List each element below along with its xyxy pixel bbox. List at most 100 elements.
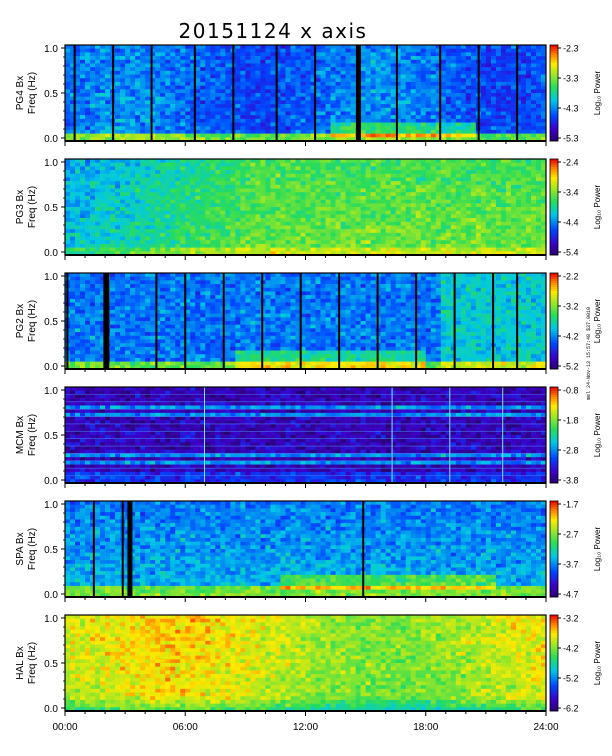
spectrogram-cell	[285, 93, 291, 97]
spectrogram-cell	[200, 107, 206, 112]
spectrogram-cell	[220, 81, 226, 86]
spectrogram-cell	[440, 48, 447, 53]
spectrogram-cell	[420, 129, 427, 134]
spectrogram-cell	[275, 159, 281, 163]
spectrogram-cell	[260, 74, 266, 79]
spectrogram-cell	[290, 192, 296, 197]
spectrogram-cell	[335, 159, 341, 163]
spectrogram-cell	[105, 96, 111, 101]
spectrogram-cell	[520, 52, 527, 57]
spectrogram-cell	[65, 100, 71, 105]
spectrogram-cell	[145, 104, 151, 109]
spectrogram-cell	[210, 177, 216, 182]
spectrogram-cell	[190, 240, 196, 245]
spectrogram-cell	[165, 159, 171, 163]
spectrogram-cell	[505, 115, 512, 120]
spectrogram-cell	[260, 118, 266, 123]
spectrogram-cell	[250, 59, 256, 64]
spectrogram-cell	[160, 170, 166, 175]
spectrogram-cell	[425, 225, 432, 230]
spectrogram-cell	[270, 74, 276, 79]
spectrogram-cell	[525, 100, 532, 105]
spectrogram-cell	[195, 126, 201, 131]
spectrogram-cell	[90, 85, 96, 90]
spectrogram-cell	[75, 81, 81, 86]
spectrogram-cell	[320, 56, 326, 61]
spectrogram-cell	[195, 188, 201, 193]
spectrogram-cell	[415, 48, 422, 53]
spectrogram-cell	[305, 221, 311, 226]
spectrogram-cell	[195, 129, 201, 134]
spectrogram-cell	[390, 111, 396, 116]
spectrogram-cell	[430, 122, 437, 127]
spectrogram-cell	[480, 207, 487, 211]
spectrogram-cell	[300, 243, 306, 248]
spectrogram-cell	[315, 93, 321, 97]
spectrogram-cell	[140, 85, 146, 90]
spectrogram-cell	[220, 195, 226, 200]
spectrogram-cell	[530, 129, 537, 134]
spectrogram-cell	[150, 229, 156, 234]
spectrogram-cell	[155, 159, 161, 163]
spectrogram-cell	[455, 122, 462, 127]
spectrogram-cell	[420, 192, 427, 197]
spectrogram-cell	[95, 247, 101, 252]
spectrogram-cell	[500, 199, 507, 204]
spectrogram-cell	[260, 85, 266, 90]
spectrogram-cell	[250, 93, 256, 97]
spectrogram-cell	[185, 199, 191, 204]
spectrogram-cell	[490, 236, 497, 241]
spectrogram-cell	[215, 232, 221, 237]
spectrogram-cell	[230, 251, 236, 256]
spectrogram-cell	[520, 181, 527, 186]
spectrogram-cell	[490, 48, 497, 53]
spectrogram-cell	[410, 70, 417, 75]
spectrogram-cell	[240, 78, 246, 83]
spectrogram-cell	[390, 173, 396, 178]
spectrogram-cell	[180, 70, 186, 75]
spectrogram-cell	[390, 93, 396, 97]
spectrogram-cell	[260, 96, 266, 101]
spectrogram-cell	[360, 122, 366, 127]
spectrogram-cell	[140, 207, 146, 211]
spectrogram-cell	[440, 74, 447, 79]
spectrogram-cell	[430, 111, 437, 116]
spectrogram-cell	[510, 48, 517, 53]
spectrogram-cell	[80, 59, 86, 64]
spectrogram-cell	[415, 203, 422, 208]
spectrogram-cell	[520, 214, 527, 219]
spectrogram-cell	[465, 129, 472, 134]
spectrogram-cell	[405, 177, 412, 182]
spectrogram-cell	[495, 192, 502, 197]
spectrogram-cell	[215, 236, 221, 241]
spectrogram-cell	[200, 195, 206, 200]
spectrogram-cell	[150, 192, 156, 197]
spectrogram-cell	[360, 218, 366, 223]
spectrogram-cell	[75, 188, 81, 193]
spectrogram-cell	[360, 133, 366, 138]
spectrogram-cell	[130, 52, 136, 57]
spectrogram-cell	[185, 45, 191, 49]
spectrogram-cell	[180, 236, 186, 241]
spectrogram-cell	[310, 184, 316, 189]
spectrogram-cell	[190, 107, 196, 112]
spectrogram-cell	[120, 70, 126, 75]
spectrogram-cell	[310, 218, 316, 223]
spectrogram-cell	[330, 177, 336, 182]
spectrogram-cell	[530, 122, 537, 127]
spectrogram-cell	[450, 221, 457, 226]
spectrogram-cell	[300, 70, 306, 75]
spectrogram-cell	[335, 247, 341, 252]
spectrogram-cell	[345, 104, 351, 109]
spectrogram-cell	[490, 85, 497, 90]
spectrogram-cell	[520, 78, 527, 83]
spectrogram-cell	[305, 129, 311, 134]
spectrogram-cell	[320, 81, 326, 86]
spectrogram-cell	[65, 129, 71, 134]
spectrogram-cell	[500, 218, 507, 223]
spectrogram-cell	[345, 188, 351, 193]
spectrogram-cell	[480, 104, 487, 109]
spectrogram-cell	[345, 236, 351, 241]
spectrogram-cell	[270, 162, 276, 167]
spectrogram-cell	[440, 115, 447, 120]
